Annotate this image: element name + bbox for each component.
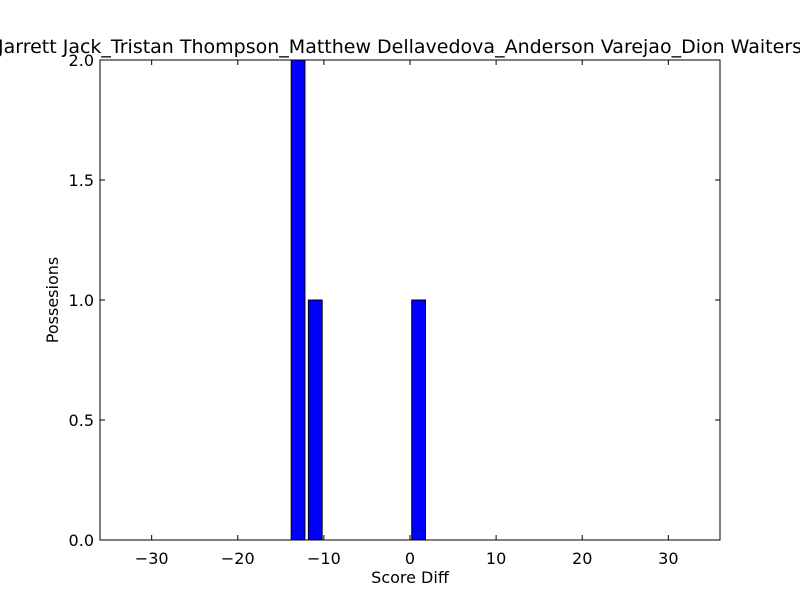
plot-frame [99, 59, 721, 541]
bar-1 [307, 299, 323, 541]
x-tick-label-0: −30 [135, 549, 169, 568]
bar-2 [411, 299, 427, 541]
y-tick-label-0: 0.0 [69, 531, 94, 550]
y-tick-labels: 0.0 0.5 1.0 1.5 2.0 [69, 51, 94, 550]
x-tick-label-4: 10 [486, 549, 506, 568]
x-tick-labels: −30 −20 −10 0 10 20 30 [135, 549, 679, 568]
x-tick-label-1: −20 [221, 549, 255, 568]
bars-layer [290, 59, 427, 541]
ticks-layer [100, 59, 720, 541]
y-tick-label-3: 1.5 [69, 171, 94, 190]
y-tick-label-1: 0.5 [69, 411, 94, 430]
chart-title: Jarrett Jack_Tristan Thompson_Matthew De… [0, 36, 800, 58]
x-tick-label-5: 20 [572, 549, 592, 568]
y-tick-label-4: 2.0 [69, 51, 94, 70]
bar-0 [290, 59, 306, 541]
x-tick-label-2: −10 [307, 549, 341, 568]
x-tick-label-6: 30 [658, 549, 678, 568]
x-tick-label-3: 0 [405, 549, 415, 568]
y-axis-label: Possesions [43, 257, 62, 343]
y-tick-label-2: 1.0 [69, 291, 94, 310]
x-axis-label: Score Diff [371, 568, 450, 587]
